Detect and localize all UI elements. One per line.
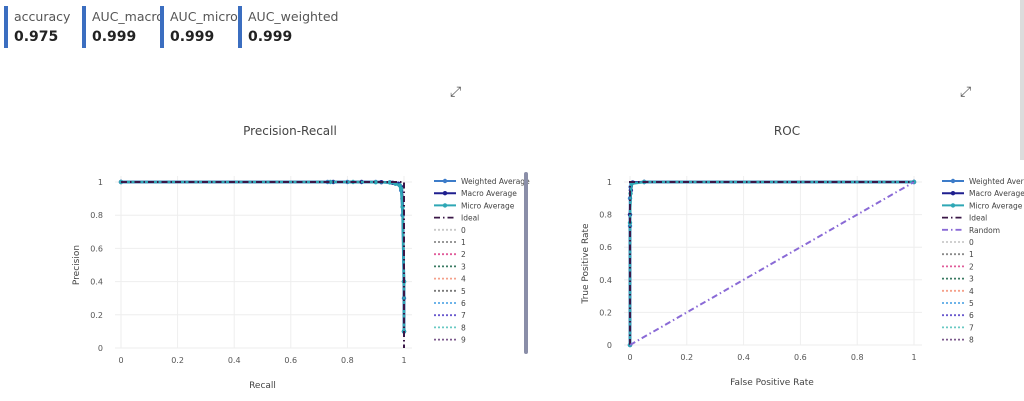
metric-accuracy: accuracy 0.975 xyxy=(4,6,74,48)
legend-scrollbar[interactable] xyxy=(524,172,528,354)
chart-precision-recall: Precision-Recall 0 0.2 0.4 0.6 0.8 1 0 0.2 0.4 0.6… xyxy=(72,124,530,391)
metric-name: AUC_micro xyxy=(170,9,238,24)
series-line-macro-average xyxy=(121,180,406,332)
series-point xyxy=(397,183,402,188)
x-axis-label: False Positive Rate xyxy=(730,378,814,388)
legend-label: 8 xyxy=(969,336,974,345)
x-tick-label: 1 xyxy=(911,353,916,362)
x-tick-label: 0.6 xyxy=(284,356,297,365)
y-tick-label: 0.2 xyxy=(90,311,103,320)
y-tick-label: 0 xyxy=(607,341,612,350)
y-axis-label: True Positive Rate xyxy=(581,223,591,305)
legend-label: 6 xyxy=(461,299,466,308)
series-point xyxy=(328,179,333,185)
legend-label: 6 xyxy=(969,311,974,320)
series-line-micro-average xyxy=(121,180,406,332)
metric-auc-micro: AUC_micro 0.999 xyxy=(160,6,238,48)
x-tick-label: 0.4 xyxy=(228,356,241,365)
metric-value: 0.999 xyxy=(92,29,137,45)
legend-marker xyxy=(442,178,448,184)
legend-label: 0 xyxy=(969,238,974,247)
metric-name: AUC_macro xyxy=(92,9,164,24)
legend-label: Micro Average xyxy=(461,201,515,210)
y-tick-label: 1 xyxy=(98,178,103,187)
series-point xyxy=(387,180,393,185)
chart-title: ROC xyxy=(774,124,800,138)
legend-label: 5 xyxy=(461,287,466,296)
legend-label: Weighted Average xyxy=(969,177,1024,186)
legend-label: 9 xyxy=(461,336,466,345)
legend-marker xyxy=(950,203,956,208)
series-line-ideal xyxy=(121,181,405,348)
legend-marker xyxy=(950,191,956,196)
metric-name: AUC_weighted xyxy=(248,9,339,24)
series-line-weighted-average xyxy=(121,180,406,332)
x-tick-label: 0.2 xyxy=(680,353,693,362)
legend-label: 0 xyxy=(461,226,466,235)
y-tick-label: 0.4 xyxy=(90,278,103,287)
legend-marker xyxy=(442,191,448,196)
x-tick-label: 0.8 xyxy=(851,353,864,362)
legend-label: 7 xyxy=(461,311,466,320)
series-point xyxy=(398,186,404,191)
legend-label: 1 xyxy=(969,250,974,259)
legend-marker xyxy=(442,203,448,208)
legend-label: 8 xyxy=(461,323,466,332)
series-point xyxy=(373,179,378,185)
legend-label: Macro Average xyxy=(461,189,517,198)
y-tick-label: 0.8 xyxy=(599,211,612,220)
metric-value: 0.999 xyxy=(170,29,215,45)
series-line-ideal xyxy=(629,181,914,345)
y-tick-label: 0.2 xyxy=(599,308,612,317)
x-tick-label: 0 xyxy=(118,356,123,365)
x-tick-label: 0.2 xyxy=(171,356,184,365)
legend-label: 2 xyxy=(969,262,974,271)
chart-roc: ROC 0 0.2 0.4 0.6 0.8 1 0 0.2 0.4 0.6 0.8 1 False Pos… xyxy=(581,124,1024,388)
legend-label: 5 xyxy=(969,299,974,308)
legend-label: Ideal xyxy=(969,214,987,223)
expand-icon[interactable]: ⤢ xyxy=(450,84,462,100)
legend-label: 7 xyxy=(969,323,974,332)
legend-label: 4 xyxy=(461,275,466,284)
metric-auc-macro: AUC_macro 0.999 xyxy=(82,6,164,48)
chart-title: Precision-Recall xyxy=(243,124,337,138)
y-tick-label: 0.4 xyxy=(599,276,612,285)
metric-auc-weighted: AUC_weighted 0.999 xyxy=(238,6,339,48)
y-tick-label: 0.6 xyxy=(90,244,103,253)
legend-label: Weighted Average xyxy=(461,177,530,186)
x-axis-label: Recall xyxy=(249,381,276,391)
legend-label: Macro Average xyxy=(969,189,1024,198)
y-tick-label: 0.8 xyxy=(90,211,103,220)
metric-value: 0.975 xyxy=(14,29,59,45)
x-tick-label: 0.4 xyxy=(737,353,750,362)
y-axis-label: Precision xyxy=(72,245,82,285)
legend-label: 3 xyxy=(461,262,466,271)
x-tick-label: 0.6 xyxy=(794,353,807,362)
metric-name: accuracy xyxy=(14,9,71,24)
x-tick-label: 0 xyxy=(627,353,632,362)
y-tick-label: 0.6 xyxy=(599,243,612,252)
legend-label: 1 xyxy=(461,238,466,247)
legend-label: Ideal xyxy=(461,214,479,223)
expand-icon[interactable]: ⤢ xyxy=(960,84,972,100)
metric-value: 0.999 xyxy=(248,29,293,45)
page-scrollbar[interactable] xyxy=(1020,0,1024,160)
x-tick-label: 1 xyxy=(401,356,406,365)
legend-marker xyxy=(950,178,956,184)
x-tick-label: 0.8 xyxy=(341,356,354,365)
legend-label: Micro Average xyxy=(969,201,1023,210)
y-tick-label: 0 xyxy=(98,344,103,353)
series-line-micro-average xyxy=(628,180,914,345)
legend-label: 2 xyxy=(461,250,466,259)
series-line-random xyxy=(629,181,915,346)
y-tick-label: 1 xyxy=(607,178,612,187)
legend-label: 4 xyxy=(969,287,974,296)
legend-label: Random xyxy=(969,226,1000,235)
legend-label: 3 xyxy=(969,275,974,284)
